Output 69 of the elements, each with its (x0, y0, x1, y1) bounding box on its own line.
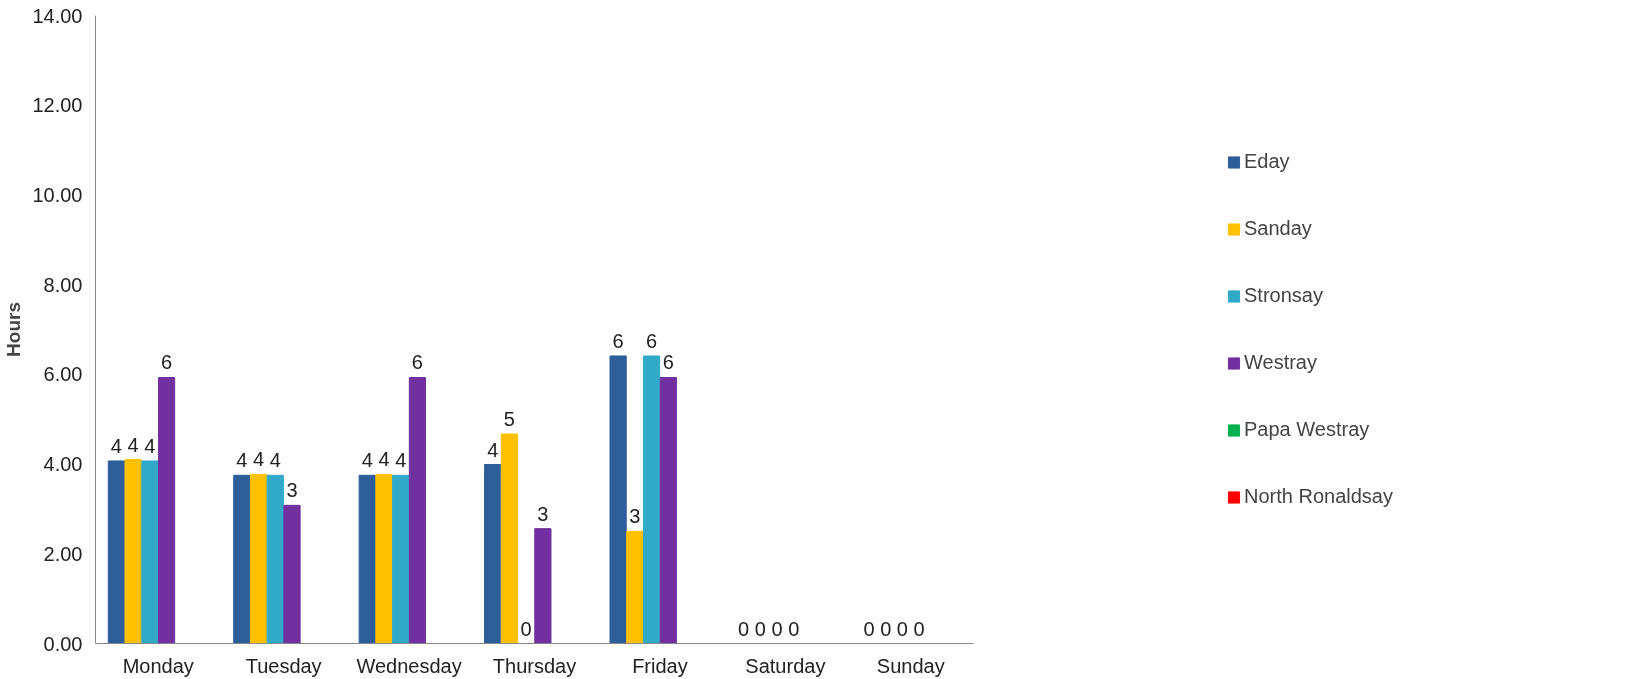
legend-label: North Ronaldsay (1244, 485, 1393, 508)
data-label: 6 (411, 351, 423, 374)
data-label: 0 (520, 617, 532, 640)
legend-label: Eday (1244, 150, 1290, 173)
bar (408, 377, 427, 644)
legend-label: Westray (1244, 351, 1317, 374)
data-label: 3 (537, 502, 549, 525)
data-label: 6 (161, 351, 173, 374)
y-tick-label: 2.00 (43, 542, 83, 565)
legend-label: Sanday (1244, 217, 1312, 240)
data-label: 5 (503, 408, 515, 431)
x-tick-label: Wednesday (356, 654, 462, 677)
legend-label: Papa Westray (1244, 418, 1370, 441)
bar (107, 460, 126, 644)
legend-label: Stronsay (1244, 284, 1323, 307)
data-label: 4 (378, 448, 390, 471)
data-label: 4 (487, 438, 499, 461)
data-label: 4 (395, 449, 407, 472)
y-tick-label: 10.00 (32, 183, 83, 206)
data-label: 4 (127, 433, 139, 456)
data-label: 4 (361, 449, 373, 472)
data-label: 4 (253, 448, 265, 471)
bar (358, 474, 376, 644)
x-tick-label: Friday (632, 654, 688, 677)
bar (659, 377, 677, 644)
data-label: 0 (880, 617, 892, 640)
bar (375, 473, 393, 644)
bar (642, 355, 661, 644)
bar (534, 528, 552, 644)
data-label: 6 (662, 351, 674, 374)
y-axis-title: Hours (3, 302, 25, 357)
data-label: 6 (646, 329, 658, 352)
x-tick-label: Thursday (492, 654, 577, 677)
data-label: 4 (144, 434, 156, 457)
data-label: 6 (612, 329, 624, 352)
bar (233, 474, 251, 644)
bar (392, 474, 410, 644)
bar (249, 473, 268, 644)
data-label: 0 (737, 617, 750, 640)
y-tick-label: 14.00 (32, 4, 83, 27)
x-tick-label: Sunday (876, 654, 945, 677)
x-tick-label: Saturday (745, 654, 826, 677)
data-label: 0 (771, 617, 783, 640)
data-label: 0 (788, 617, 800, 640)
data-label: 0 (913, 617, 925, 640)
bar (500, 433, 519, 644)
bar (141, 460, 159, 644)
x-tick-label: Monday (122, 654, 194, 677)
bar (266, 474, 284, 644)
data-label: 0 (754, 617, 766, 640)
data-label: 4 (269, 449, 281, 472)
data-label: 3 (629, 505, 641, 528)
data-label: 0 (896, 617, 908, 640)
y-tick-label: 4.00 (43, 453, 83, 476)
data-label: 4 (236, 449, 248, 472)
data-label: 0 (863, 617, 875, 640)
data-label: 4 (110, 434, 122, 457)
bar (626, 530, 644, 644)
data-label: 3 (286, 479, 298, 502)
bar (124, 459, 142, 644)
x-tick-label: Tuesday (245, 654, 322, 677)
bar (609, 355, 627, 644)
bar (157, 377, 176, 644)
y-tick-label: 12.00 (32, 94, 83, 117)
y-tick-label: 0.00 (43, 632, 83, 655)
bar (484, 464, 502, 644)
y-tick-label: 8.00 (43, 273, 83, 296)
bar (283, 504, 301, 644)
y-tick-label: 6.00 (43, 363, 83, 386)
